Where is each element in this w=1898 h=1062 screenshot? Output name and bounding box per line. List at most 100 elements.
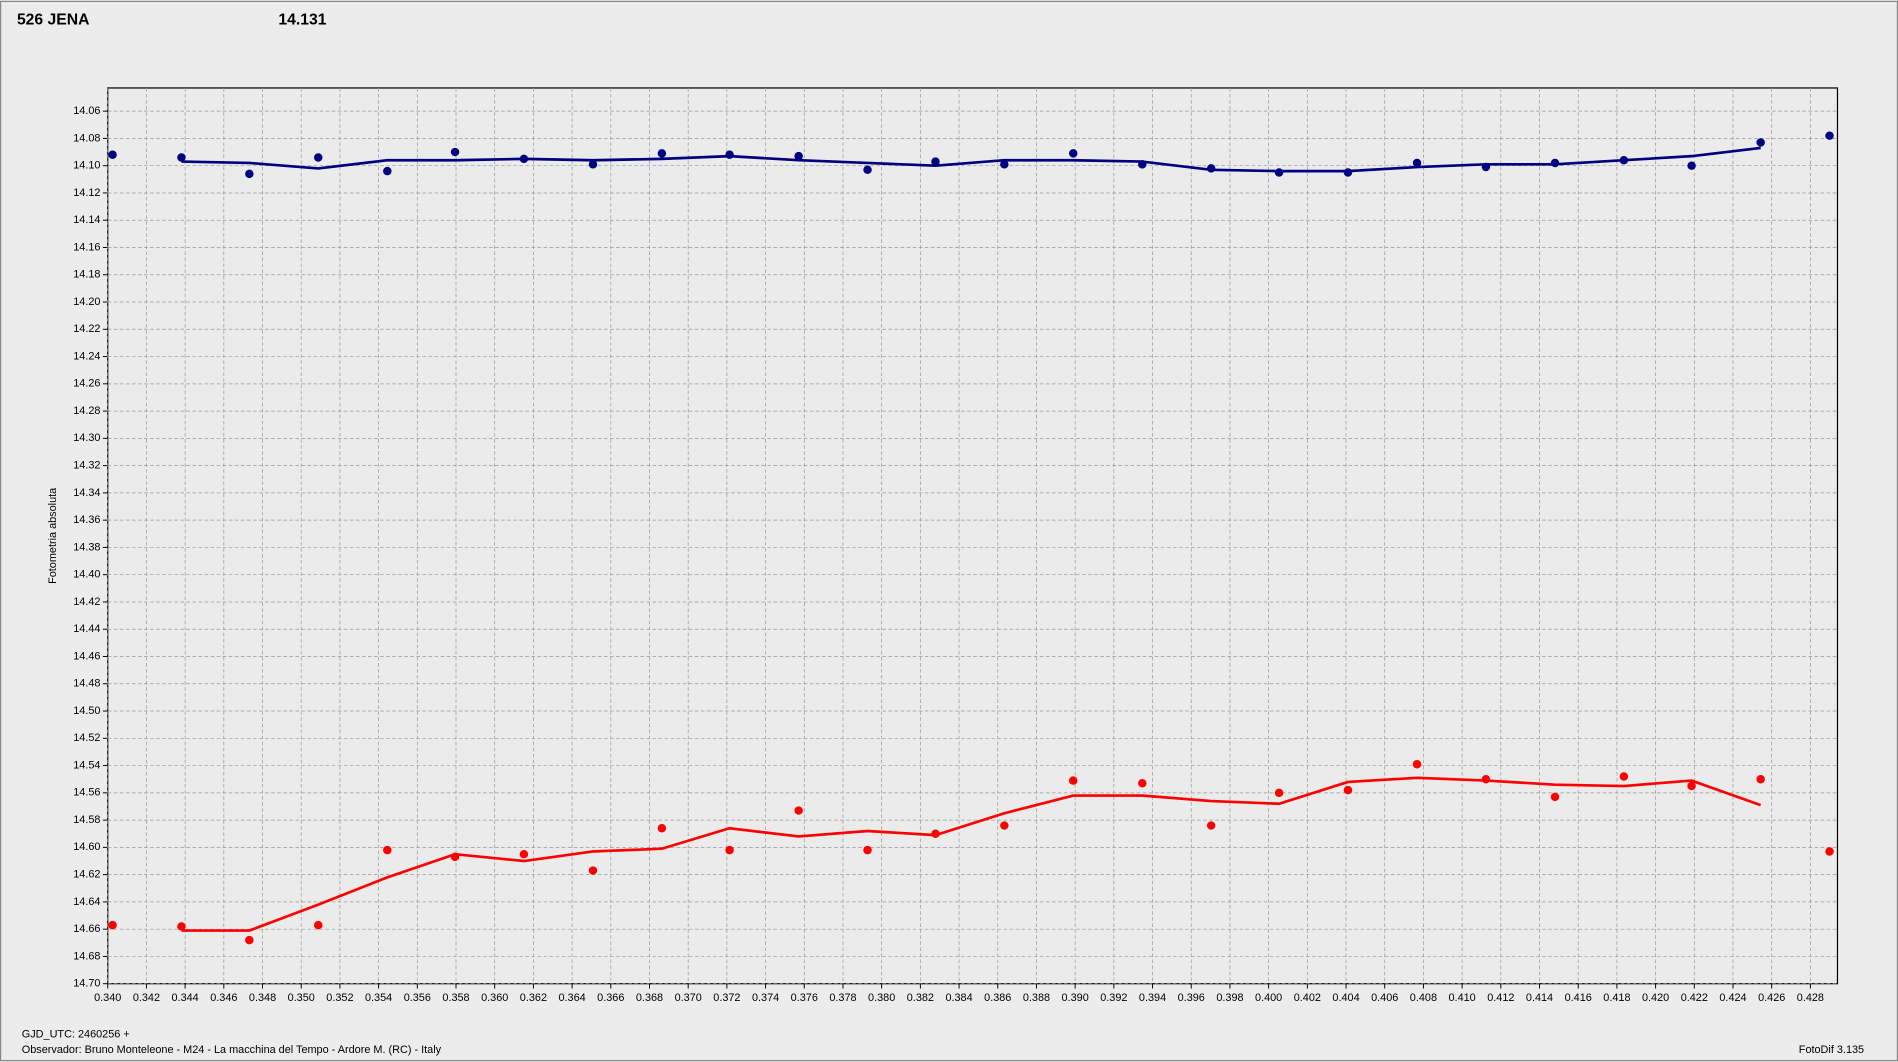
y-tick-label: 14.54 <box>73 759 100 771</box>
y-tick-label: 14.32 <box>73 460 100 472</box>
point <box>1481 774 1491 784</box>
x-tick-label: 0.372 <box>713 992 740 1004</box>
x-tick-label: 0.428 <box>1797 992 1824 1004</box>
y-tick-label: 14.10 <box>73 160 100 172</box>
point <box>1825 131 1834 140</box>
fit-line <box>181 146 1761 173</box>
y-tick-label: 14.62 <box>73 869 100 881</box>
y-tick-label: 14.64 <box>73 896 100 908</box>
y-tick-label: 14.38 <box>73 541 100 553</box>
y-tick-label: 14.50 <box>73 705 100 717</box>
x-tick-label: 0.420 <box>1642 992 1669 1004</box>
point <box>657 149 667 158</box>
x-tick-label: 0.404 <box>1332 992 1359 1004</box>
y-tick-label: 14.34 <box>73 487 100 499</box>
point <box>1068 776 1078 785</box>
point <box>245 169 254 179</box>
x-tick-label: 0.356 <box>404 992 431 1004</box>
y-tick-label: 14.42 <box>73 596 100 608</box>
y-tick-label: 14.66 <box>73 923 100 935</box>
point <box>588 160 598 169</box>
point <box>383 166 392 176</box>
y-tick-label: 14.46 <box>73 650 100 662</box>
x-tick-label: 0.370 <box>675 992 702 1004</box>
x-tick-label: 0.344 <box>172 992 199 1004</box>
x-tick-label: 0.422 <box>1681 992 1708 1004</box>
point <box>794 806 803 815</box>
x-tick-label: 0.358 <box>442 992 469 1004</box>
point <box>1343 785 1353 795</box>
x-tick-label: 0.390 <box>1062 992 1089 1004</box>
x-tick-label: 0.398 <box>1216 992 1243 1004</box>
x-tick-label: 0.408 <box>1410 992 1437 1004</box>
point <box>863 845 872 855</box>
point <box>1619 155 1629 165</box>
point <box>1000 821 1009 830</box>
point <box>794 151 803 161</box>
point <box>1756 138 1765 147</box>
y-axis-label: Fotometria absoluta <box>47 487 59 584</box>
x-tick-label: 0.354 <box>365 992 392 1004</box>
x-tick-label: 0.378 <box>829 992 856 1004</box>
point <box>1550 792 1560 802</box>
y-tick-label: 14.40 <box>73 569 100 581</box>
point <box>1206 164 1216 173</box>
x-tick-label: 0.352 <box>326 992 353 1004</box>
y-tick-label: 14.26 <box>73 378 100 390</box>
x-axis-label: GJD_UTC: 2460256 + <box>22 1028 130 1040</box>
y-tick-label: 14.06 <box>73 105 100 117</box>
x-tick-label: 0.364 <box>558 992 585 1004</box>
x-tick-label: 0.394 <box>1139 992 1166 1004</box>
point <box>450 147 460 157</box>
x-tick-label: 0.392 <box>1100 992 1127 1004</box>
x-tick-label: 0.424 <box>1719 992 1746 1004</box>
fit-line <box>181 776 1762 932</box>
point <box>931 157 940 166</box>
point <box>1206 821 1216 830</box>
point <box>450 852 460 862</box>
x-tick-label: 0.402 <box>1294 992 1321 1004</box>
x-tick-label: 0.366 <box>597 992 624 1004</box>
x-tick-label: 0.388 <box>1023 992 1050 1004</box>
point <box>245 935 254 945</box>
y-tick-label: 14.16 <box>73 241 100 253</box>
x-tick-label: 0.426 <box>1758 992 1785 1004</box>
point <box>1825 847 1834 856</box>
y-tick-label: 14.18 <box>73 269 100 281</box>
point <box>1274 168 1284 177</box>
x-tick-label: 0.360 <box>481 992 508 1004</box>
x-tick-label: 0.380 <box>868 992 895 1004</box>
y-tick-label: 14.44 <box>73 623 100 635</box>
point <box>314 153 323 162</box>
x-tick-label: 0.348 <box>249 992 276 1004</box>
point <box>657 824 667 833</box>
y-tick-label: 14.36 <box>73 514 100 526</box>
y-tick-label: 14.14 <box>73 214 100 226</box>
point <box>1687 781 1696 791</box>
y-tick-label: 14.24 <box>73 350 100 362</box>
x-tick-label: 0.418 <box>1603 992 1630 1004</box>
point <box>177 153 186 162</box>
point <box>314 920 323 930</box>
point <box>1412 158 1422 168</box>
y-tick-label: 14.58 <box>73 814 100 826</box>
x-tick-label: 0.340 <box>94 992 121 1004</box>
x-tick-label: 0.414 <box>1526 992 1553 1004</box>
point <box>1550 158 1560 168</box>
point <box>1619 772 1629 781</box>
chart-subtitle: 14.131 <box>278 11 326 28</box>
point <box>1756 774 1765 784</box>
x-tick-label: 0.362 <box>520 992 547 1004</box>
x-tick-label: 0.342 <box>133 992 160 1004</box>
y-tick-label: 14.60 <box>73 841 100 853</box>
x-tick-label: 0.412 <box>1487 992 1514 1004</box>
x-tick-label: 0.350 <box>288 992 315 1004</box>
y-tick-label: 14.20 <box>73 296 100 308</box>
point <box>1687 161 1696 170</box>
point <box>383 845 392 855</box>
x-tick-label: 0.406 <box>1371 992 1398 1004</box>
plot-area <box>107 87 1839 985</box>
x-tick-label: 0.384 <box>945 992 972 1004</box>
point <box>519 154 529 164</box>
